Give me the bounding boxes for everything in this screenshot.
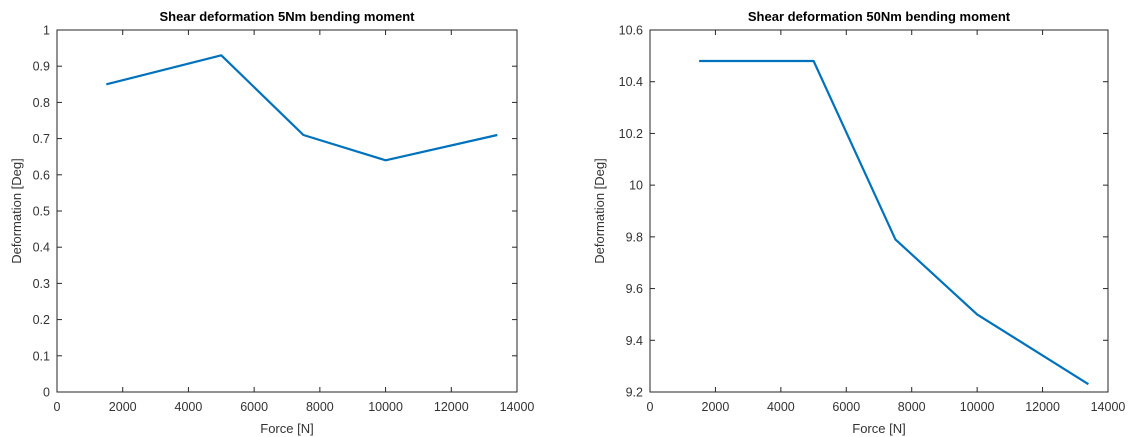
series-line-0 [106, 54, 498, 162]
y-tick-label: 9.6 [626, 282, 643, 296]
x-axis-ticks: 0 2000 4000 6000 8000 10000 12000 14000 [647, 30, 1126, 414]
y-tick-label: 0.3 [33, 277, 50, 291]
chart-shear-5nm: Shear deformation 5Nm bending moment 0 20… [9, 9, 534, 436]
x-tick-label: 4000 [175, 400, 203, 414]
x-tick-label: 10000 [368, 400, 403, 414]
y-tick-label: 9.8 [626, 230, 643, 244]
chart-title: Shear deformation 5Nm bending moment [160, 9, 416, 24]
x-axis-ticks: 0 2000 4000 6000 8000 10000 12000 14000 [54, 30, 535, 414]
x-axis-label: Force [N] [852, 421, 905, 436]
x-tick-label: 10000 [960, 400, 995, 414]
y-tick-label: 0.4 [33, 241, 50, 255]
y-tick-label: 0.7 [33, 132, 50, 146]
x-tick-label: 14000 [1091, 400, 1126, 414]
y-tick-label: 10.2 [619, 127, 643, 141]
x-tick-label: 12000 [434, 400, 469, 414]
y-tick-label: 9.2 [626, 386, 643, 400]
x-tick-label: 8000 [898, 400, 926, 414]
x-axis-label: Force [N] [260, 421, 313, 436]
series-group [106, 54, 498, 162]
y-tick-label: 9.4 [626, 334, 643, 348]
y-tick-label: 0.1 [33, 349, 50, 363]
series-group [699, 59, 1089, 386]
y-tick-label: 0.9 [33, 60, 50, 74]
y-tick-label: 10.6 [619, 24, 643, 38]
x-tick-label: 8000 [306, 400, 334, 414]
y-tick-label: 0.6 [33, 168, 50, 182]
y-tick-label: 0.2 [33, 313, 50, 327]
plot-area [649, 29, 1109, 393]
x-tick-label: 6000 [240, 400, 268, 414]
x-tick-label: 0 [647, 400, 654, 414]
x-tick-label: 2000 [109, 400, 137, 414]
y-tick-label: 1 [43, 24, 50, 38]
x-tick-label: 12000 [1025, 400, 1060, 414]
x-tick-label: 14000 [500, 400, 535, 414]
y-axis-ticks: 9.2 9.4 9.6 9.8 10 10.2 10.4 10.6 [619, 24, 1108, 400]
y-tick-label: 0.5 [33, 205, 50, 219]
x-tick-label: 4000 [767, 400, 795, 414]
x-tick-label: 0 [54, 400, 61, 414]
chart-title: Shear deformation 50Nm bending moment [748, 9, 1011, 24]
y-tick-label: 0.8 [33, 96, 50, 110]
x-tick-label: 6000 [832, 400, 860, 414]
y-tick-label: 10.4 [619, 75, 643, 89]
x-tick-label: 2000 [702, 400, 730, 414]
series-line-0 [699, 59, 1089, 386]
y-axis-label: Deformation [Deg] [592, 158, 607, 264]
chart-shear-50nm: Shear deformation 50Nm bending moment 0 2… [592, 9, 1125, 436]
y-axis-ticks: 0 0.1 0.2 0.3 0.4 0.5 0.6 0.7 0.8 0.9 1 [33, 24, 517, 400]
plot-area [56, 29, 518, 393]
y-tick-label: 10 [629, 179, 643, 193]
y-axis-label: Deformation [Deg] [9, 158, 24, 264]
y-tick-label: 0 [43, 386, 50, 400]
